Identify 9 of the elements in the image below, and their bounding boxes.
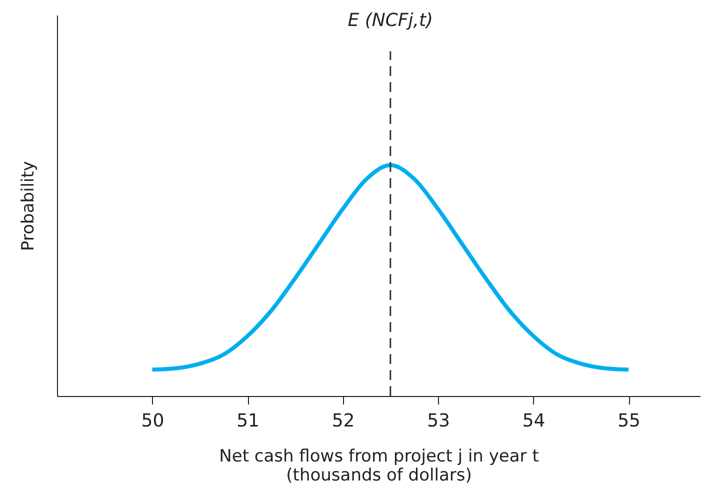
ref-line-label: E (NCFj,t) xyxy=(348,10,434,32)
x-tick-label: 55 xyxy=(618,410,641,432)
x-tick-label: 50 xyxy=(141,410,164,432)
x-tick-label: 51 xyxy=(236,410,260,432)
x-tick-label: 54 xyxy=(522,410,546,432)
x-tick-label: 52 xyxy=(332,410,355,432)
x-axis-title: Net cash flows from project j in year t (thousands of dollars) xyxy=(219,446,540,486)
y-axis-title: Probability xyxy=(18,161,38,251)
x-tick-label: 53 xyxy=(427,410,450,432)
